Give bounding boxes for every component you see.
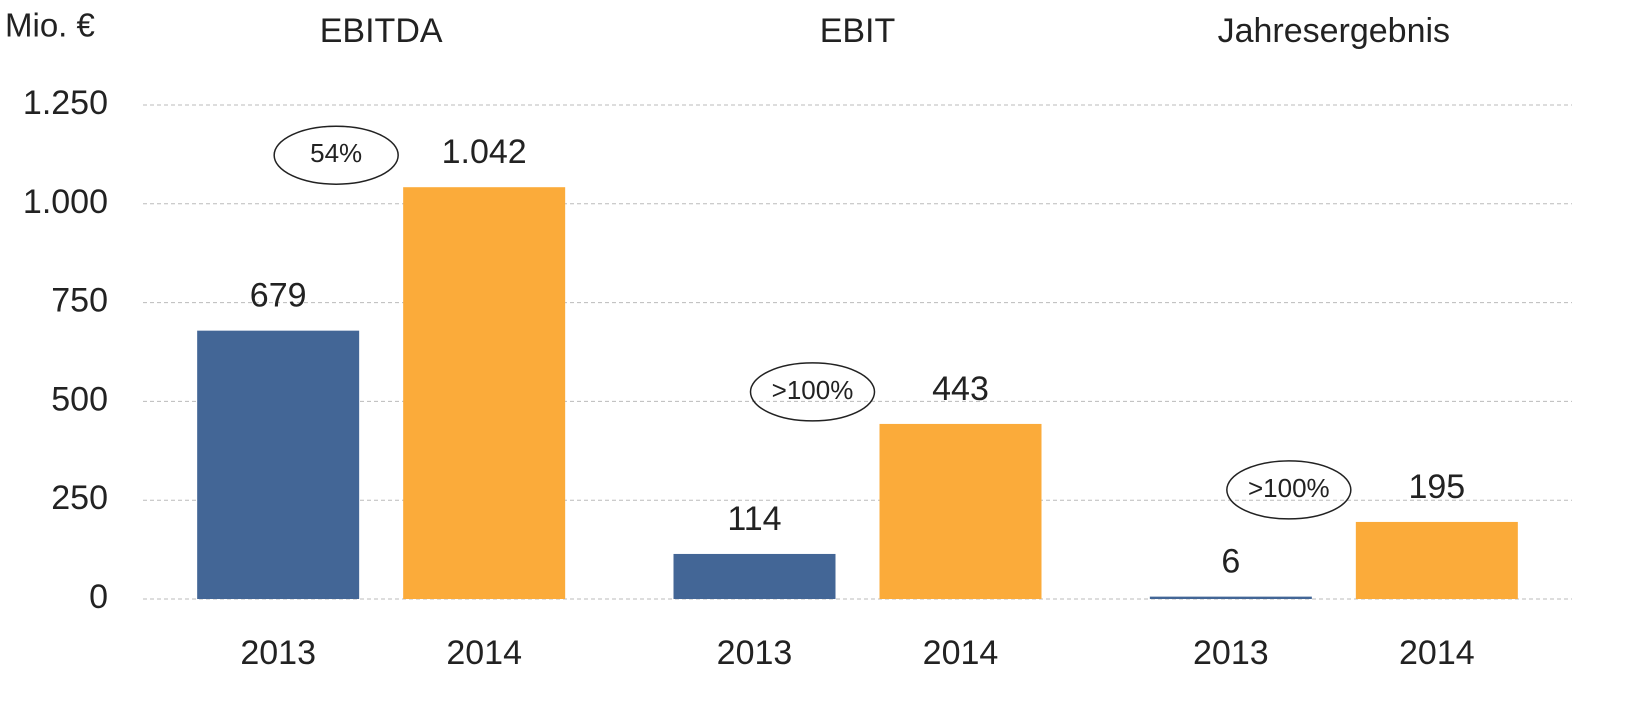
category-label: Jahresergebnis <box>1218 12 1450 50</box>
bar <box>1149 596 1312 599</box>
x-tick-label: 2014 <box>446 634 522 672</box>
bar <box>673 553 836 599</box>
bar <box>403 187 566 599</box>
category-label: EBITDA <box>320 12 443 50</box>
annotation: 54% <box>310 138 362 168</box>
y-tick-label: 750 <box>51 282 108 320</box>
value-label: 443 <box>932 370 989 408</box>
value-label: 1.042 <box>442 133 527 171</box>
y-tick-label: 250 <box>51 479 108 517</box>
value-label: 195 <box>1408 468 1465 506</box>
x-tick-label: 2014 <box>923 634 999 672</box>
y-tick-label: 500 <box>51 380 108 418</box>
bar <box>1355 521 1518 599</box>
category-label: EBIT <box>820 12 896 50</box>
bar <box>879 423 1042 599</box>
x-tick-label: 2013 <box>1193 634 1269 672</box>
y-tick-label: 0 <box>89 578 108 616</box>
value-label: 6 <box>1221 543 1240 581</box>
value-label: 679 <box>250 277 307 315</box>
annotation-oval <box>749 362 876 422</box>
y-tick-label: 1.000 <box>23 183 108 221</box>
bar <box>197 330 360 599</box>
value-label: 114 <box>727 500 781 538</box>
x-tick-label: 2013 <box>717 634 793 672</box>
x-tick-label: 2013 <box>240 634 316 672</box>
y-tick-label: 1.250 <box>23 84 108 122</box>
annotation: >100% <box>772 375 854 405</box>
annotation: >100% <box>1248 473 1330 503</box>
annotation-oval <box>273 125 399 185</box>
y-axis-label: Mio. € <box>5 7 95 44</box>
x-tick-label: 2014 <box>1399 634 1475 672</box>
annotation-oval <box>1226 460 1352 520</box>
